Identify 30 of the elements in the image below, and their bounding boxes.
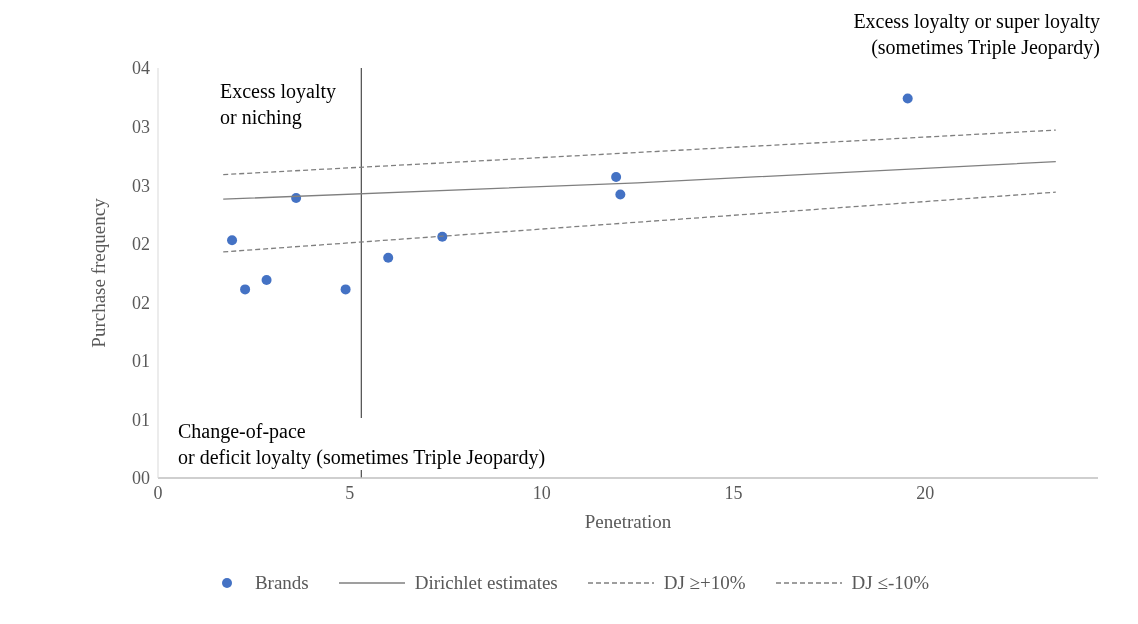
point (227, 235, 238, 246)
legend-label: Dirichlet estimates (414, 572, 558, 594)
y-tick-label: 00 (132, 468, 150, 489)
y-tick-label: 01 (132, 351, 150, 372)
x-tick-label: 0 (153, 482, 163, 503)
point (240, 284, 251, 295)
y-tick-label: 03 (132, 116, 150, 137)
legend-label: DJ ≤-10% (851, 572, 930, 594)
point (383, 252, 394, 263)
x-tick-label: 10 (532, 482, 551, 503)
point (611, 171, 622, 182)
x-axis-title: Penetration (584, 511, 672, 532)
y-tick-label: 02 (132, 234, 150, 255)
point (340, 284, 351, 295)
y-tick-label: 03 (132, 175, 150, 196)
x-tick-label: 5 (345, 482, 355, 503)
point (615, 189, 626, 200)
x-tick-label: 15 (724, 482, 743, 503)
y-axis-title: Purchase frequency (87, 197, 109, 348)
text: Excess loyalty or super loyalty (sometimes Triple Jeopardy) (853, 8, 1100, 60)
point (902, 93, 913, 104)
y-tick-label: 02 (132, 292, 150, 313)
legend-label: Brands (254, 572, 309, 594)
x-tick-label: 20 (916, 482, 935, 503)
annotation: Excess loyalty or niching (220, 78, 337, 130)
y-tick-label: 04 (132, 58, 150, 79)
point (261, 275, 272, 286)
annotation: Change-of-pace or deficit loyalty (sometimes Triple Jeopardy) (178, 418, 546, 470)
legend-label: DJ ≥+10% (663, 572, 746, 594)
y-tick-label: 01 (132, 409, 150, 430)
